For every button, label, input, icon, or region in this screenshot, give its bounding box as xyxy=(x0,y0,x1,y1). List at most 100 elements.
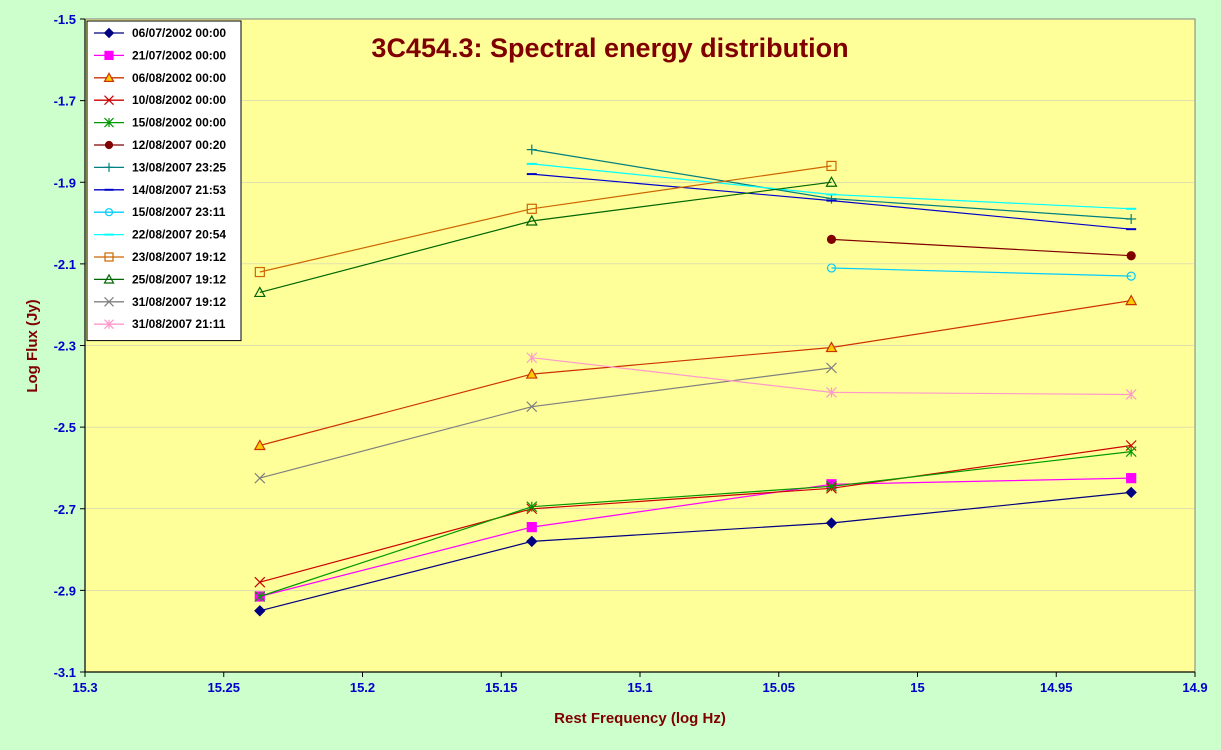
y-tick-label: -3.1 xyxy=(54,665,76,680)
data-point-marker xyxy=(104,296,114,307)
series-line xyxy=(831,238,1132,257)
legend: 06/07/2002 00:00 21/07/2002 00:00 06/08/20… xyxy=(86,20,242,342)
data-point-marker xyxy=(104,208,114,217)
series-line xyxy=(259,300,1132,447)
legend-label: 31/08/2007 21:11 xyxy=(132,317,226,331)
y-tick-label: -2.3 xyxy=(54,339,76,354)
data-point-marker xyxy=(825,176,838,187)
legend-entry: 15/08/2007 23:11 xyxy=(94,205,226,219)
data-point-marker xyxy=(254,576,266,588)
data-point-marker xyxy=(1126,473,1137,484)
y-tick-label: -2.1 xyxy=(54,257,76,272)
x-tick-label: 14.95 xyxy=(1040,680,1073,695)
series-3 xyxy=(253,294,1138,451)
x-tick-label: 15.25 xyxy=(207,680,240,695)
series-14 xyxy=(526,352,1137,400)
legend-entry: 31/08/2007 21:11 xyxy=(94,317,226,331)
data-point-marker xyxy=(526,501,538,513)
data-point-marker xyxy=(826,480,837,492)
data-point-marker xyxy=(104,252,114,262)
data-point-marker xyxy=(254,266,265,278)
data-point-marker xyxy=(253,286,266,298)
x-tick-label: 15 xyxy=(910,680,924,695)
y-tick-label: -2.7 xyxy=(54,502,76,517)
data-point-marker xyxy=(1125,446,1137,458)
data-point-marker xyxy=(826,387,837,398)
legend-label: 10/08/2002 00:00 xyxy=(132,93,226,107)
legend-label: 23/08/2007 19:12 xyxy=(132,250,226,264)
data-point-marker xyxy=(826,234,837,244)
chart-title: 3C454.3: Spectral energy distribution xyxy=(371,33,848,63)
data-point-marker xyxy=(526,203,537,214)
legend-box xyxy=(86,20,242,342)
gridlines xyxy=(85,100,1195,591)
y-tick-label: -2.5 xyxy=(54,420,76,435)
series-lines xyxy=(253,144,1138,617)
series-line xyxy=(259,181,832,293)
legend-entry: 06/07/2002 00:00 xyxy=(94,26,226,40)
data-point-marker xyxy=(526,352,538,364)
data-point-marker xyxy=(254,605,266,617)
legend-label: 14/08/2007 21:53 xyxy=(132,183,226,197)
series-9 xyxy=(826,263,1136,281)
data-point-marker xyxy=(826,160,837,172)
legend-label: 22/08/2007 20:54 xyxy=(132,228,226,242)
y-tick-label: -1.9 xyxy=(54,175,76,190)
data-point-marker xyxy=(526,401,538,413)
data-point-marker xyxy=(1126,213,1137,224)
data-point-marker xyxy=(104,140,114,150)
data-point-marker xyxy=(526,522,537,533)
series-5 xyxy=(254,446,1137,602)
data-point-marker xyxy=(253,439,266,451)
data-point-marker xyxy=(826,362,837,374)
series-10 xyxy=(526,162,1137,210)
x-tick-label: 15.3 xyxy=(72,680,97,695)
x-tick-label: 14.9 xyxy=(1182,680,1207,695)
legend-label: 21/07/2002 00:00 xyxy=(132,48,226,62)
data-point-marker xyxy=(104,117,114,128)
y-tick-label: -1.5 xyxy=(54,12,76,27)
legend-entry: 22/08/2007 20:54 xyxy=(94,228,226,242)
data-point-marker xyxy=(254,591,266,602)
series-line xyxy=(259,444,1132,583)
series-11 xyxy=(254,160,837,278)
series-line xyxy=(259,451,1132,598)
data-point-marker xyxy=(525,214,538,226)
data-point-marker xyxy=(104,162,114,172)
series-8 xyxy=(526,173,1137,231)
data-point-marker xyxy=(1125,486,1137,499)
legend-entry: 23/08/2007 19:12 xyxy=(94,250,226,264)
legend-label: 06/07/2002 00:00 xyxy=(132,26,226,40)
data-point-marker xyxy=(825,517,838,529)
legend-label: 31/08/2007 19:12 xyxy=(132,295,226,309)
legend-label: 12/08/2007 00:20 xyxy=(132,138,226,152)
axes: -1.5 -1.7 -1.9 -2.1 -2.3 -2.5 -2.7 -2.9 -3.115.3… xyxy=(54,12,1208,695)
series-line xyxy=(831,267,1132,277)
legend-label: 15/08/2002 00:00 xyxy=(132,116,226,130)
data-point-marker xyxy=(103,27,115,39)
data-point-marker xyxy=(104,95,114,106)
legend-label: 15/08/2007 23:11 xyxy=(132,205,226,219)
data-point-marker xyxy=(526,535,538,548)
legend-entry: 10/08/2002 00:00 xyxy=(94,93,226,107)
data-point-marker xyxy=(103,72,115,83)
data-point-marker xyxy=(526,144,537,155)
data-point-marker xyxy=(104,50,114,61)
legend-entry: 21/07/2002 00:00 xyxy=(94,48,226,62)
x-tick-label: 15.15 xyxy=(485,680,518,695)
data-point-marker xyxy=(1126,251,1136,261)
data-point-marker xyxy=(254,472,266,484)
legend-entry: 12/08/2007 00:20 xyxy=(94,138,226,152)
y-tick-label: -2.9 xyxy=(54,583,76,598)
x-tick-label: 15.05 xyxy=(762,680,795,695)
legend-entry: 13/08/2007 23:25 xyxy=(94,160,226,174)
series-line xyxy=(259,165,832,273)
data-point-marker xyxy=(826,263,837,273)
legend-entry: 15/08/2002 00:00 xyxy=(94,116,226,130)
legend-entry: 31/08/2007 19:12 xyxy=(94,295,226,309)
series-line xyxy=(259,477,1132,598)
x-axis-title: Rest Frequency (log Hz) xyxy=(554,710,726,727)
series-12 xyxy=(253,176,838,298)
legend-entry: 25/08/2007 19:12 xyxy=(94,272,226,286)
